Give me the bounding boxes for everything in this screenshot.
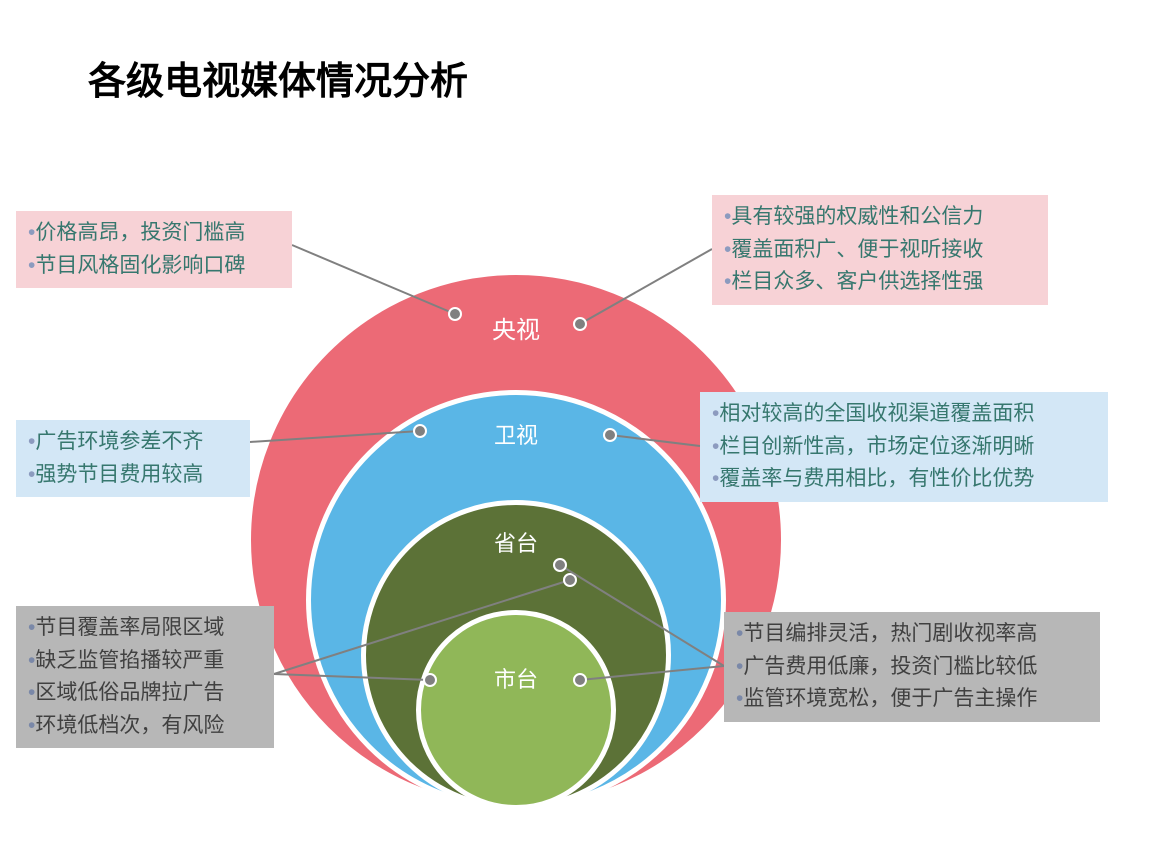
circle-city (416, 610, 616, 810)
page-title: 各级电视媒体情况分析 (88, 50, 468, 105)
callout-line: •节目编排灵活，热门剧收视率高 (736, 618, 1090, 651)
callout-line: •栏目创新性高，市场定位逐渐明晰 (712, 431, 1098, 464)
callout-text: 强势节目费用较高 (35, 463, 203, 486)
callout-line: •覆盖面积广、便于视听接收 (724, 234, 1038, 267)
callout-line: •具有较强的权威性和公信力 (724, 201, 1038, 234)
circle-label-cctv: 央视 (492, 310, 540, 345)
callout-text: 节目编排灵活，热门剧收视率高 (743, 622, 1037, 645)
callout-line: •节目覆盖率局限区域 (28, 612, 264, 645)
circle-label-city: 市台 (494, 662, 538, 694)
callout-line: •缺乏监管掐播较严重 (28, 645, 264, 678)
callout-line: •覆盖率与费用相比，有性价比优势 (712, 463, 1098, 496)
callout-line: •栏目众多、客户供选择性强 (724, 266, 1038, 299)
callout-text: 监管环境宽松，便于广告主操作 (743, 687, 1037, 710)
callout-text: 广告费用低廉，投资门槛比较低 (743, 655, 1037, 678)
callout-text: 区域低俗品牌拉广告 (35, 681, 224, 704)
callout-line: •区域低俗品牌拉广告 (28, 677, 264, 710)
circle-label-prov: 省台 (494, 526, 538, 558)
callout-line: •强势节目费用较高 (28, 459, 240, 492)
callout-line: •广告费用低廉，投资门槛比较低 (736, 651, 1090, 684)
callout-text: 栏目创新性高，市场定位逐渐明晰 (719, 435, 1034, 458)
callout-text: 具有较强的权威性和公信力 (731, 205, 983, 228)
circle-label-satv: 卫视 (494, 418, 538, 450)
callout-text: 栏目众多、客户供选择性强 (731, 270, 983, 293)
callout-local-right: •节目编排灵活，热门剧收视率高•广告费用低廉，投资门槛比较低•监管环境宽松，便于… (724, 612, 1100, 722)
callout-text: 节目覆盖率局限区域 (35, 616, 224, 639)
callout-line: •节目风格固化影响口碑 (28, 250, 282, 283)
callout-local-left: •节目覆盖率局限区域•缺乏监管掐播较严重•区域低俗品牌拉广告•环境低档次，有风险 (16, 606, 274, 748)
callout-text: 相对较高的全国收视渠道覆盖面积 (719, 402, 1034, 425)
callout-cctv-right: •具有较强的权威性和公信力•覆盖面积广、便于视听接收•栏目众多、客户供选择性强 (712, 195, 1048, 305)
callout-line: •监管环境宽松，便于广告主操作 (736, 683, 1090, 716)
callout-text: 缺乏监管掐播较严重 (35, 649, 224, 672)
callout-satv-right: •相对较高的全国收视渠道覆盖面积•栏目创新性高，市场定位逐渐明晰•覆盖率与费用相… (700, 392, 1108, 502)
callout-text: 广告环境参差不齐 (35, 430, 203, 453)
callout-text: 节目风格固化影响口碑 (35, 254, 245, 277)
callout-satv-left: •广告环境参差不齐•强势节目费用较高 (16, 420, 250, 497)
callout-line: •价格高昂，投资门槛高 (28, 217, 282, 250)
callout-line: •相对较高的全国收视渠道覆盖面积 (712, 398, 1098, 431)
callout-line: •广告环境参差不齐 (28, 426, 240, 459)
callout-text: 覆盖率与费用相比，有性价比优势 (719, 467, 1034, 490)
callout-text: 覆盖面积广、便于视听接收 (731, 238, 983, 261)
callout-text: 价格高昂，投资门槛高 (35, 221, 245, 244)
callout-cctv-left: •价格高昂，投资门槛高•节目风格固化影响口碑 (16, 211, 292, 288)
callout-text: 环境低档次，有风险 (35, 714, 224, 737)
callout-line: •环境低档次，有风险 (28, 710, 264, 743)
diagram-stage: 各级电视媒体情况分析 央视卫视省台市台 •价格高昂，投资门槛高•节目风格固化影响… (0, 0, 1152, 864)
